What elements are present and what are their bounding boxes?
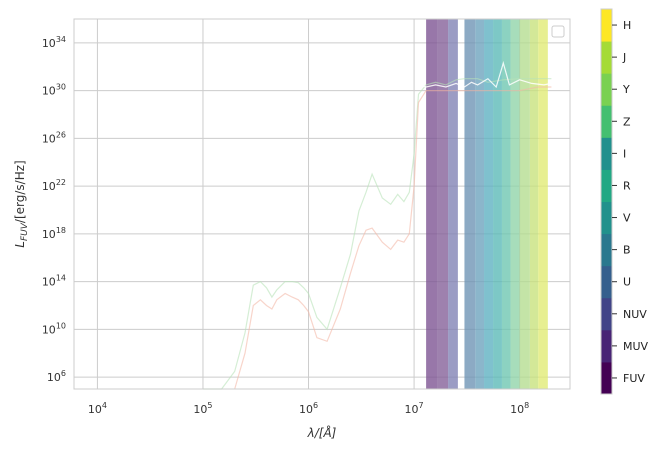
plot-frame [73, 18, 571, 390]
colorbar-label-h: H [623, 19, 631, 32]
colorbar-segment-z [601, 105, 612, 138]
y-tick-label: 1010 [42, 321, 66, 336]
band-y [519, 19, 530, 389]
band-b [475, 19, 485, 389]
colorbar-label-u: U [623, 276, 631, 289]
colorbar-segment-y [601, 73, 612, 106]
colorbar-label-i: I [623, 147, 626, 160]
colorbar-label-v: V [623, 212, 631, 225]
colorbar-frame [600, 8, 613, 395]
y-axis-title: LFUV/[erg/s/Hz] [13, 160, 30, 247]
band-muv [437, 19, 449, 389]
band-z [510, 19, 520, 389]
legend[interactable] [551, 25, 565, 38]
y-tick-label: 1030 [42, 83, 66, 98]
colorbar-label-y: Y [622, 83, 630, 96]
colorbar-label-b: B [623, 244, 631, 257]
y-axis-label: LFUV/[erg/s/Hz] [13, 160, 30, 247]
x-tick-label: 104 [88, 401, 107, 416]
x-tick-label: 107 [405, 401, 424, 416]
colorbar-segment-j [601, 41, 612, 74]
colorbar: FUV MUV NUV U B V R I Z Y J H [600, 8, 649, 395]
colorbar-segment-r [601, 169, 612, 202]
band-i [501, 19, 511, 389]
band-u [464, 19, 476, 389]
band-fuv [426, 19, 438, 389]
colorbar-label-fuv: FUV [623, 372, 645, 385]
colorbar-label-nuv: NUV [623, 308, 647, 321]
band-r [493, 19, 502, 389]
band-h [538, 19, 548, 389]
band-j [529, 19, 539, 389]
colorbar-segment-b [601, 233, 612, 267]
series-line-1 [203, 78, 552, 390]
colorbar-segment-fuv [601, 361, 612, 395]
y-tick-label: 1018 [42, 226, 66, 241]
colorbar-label-z: Z [623, 115, 631, 128]
colorbar-label-j: J [622, 51, 626, 64]
x-tick-label: 108 [510, 401, 529, 416]
wavelength-bands [426, 19, 548, 389]
colorbar-segment-i [601, 137, 612, 170]
y-axis-ticks: 106 1010 1014 1018 1022 1026 1030 1034 [42, 35, 66, 384]
x-axis-ticks: 104 105 106 107 108 [88, 401, 529, 416]
band-v [484, 19, 494, 389]
x-axis-title: λ/[Å] [307, 425, 337, 440]
series-lines [203, 60, 552, 390]
colorbar-segment-u [601, 265, 612, 299]
colorbar-segment-v [601, 201, 612, 235]
y-tick-label: 1034 [42, 35, 66, 50]
band-nuv [448, 19, 458, 389]
colorbar-segment-nuv [601, 297, 612, 331]
x-tick-label: 106 [299, 401, 318, 416]
x-tick-label: 105 [193, 401, 212, 416]
colorbar-segment-muv [601, 329, 612, 363]
series-line-2 [234, 86, 552, 390]
x-axis-label: λ/[Å] [307, 425, 337, 440]
colorbar-segment-h [601, 9, 612, 42]
y-tick-label: 106 [47, 369, 66, 384]
y-tick-label: 1014 [42, 274, 66, 289]
y-tick-label: 1022 [42, 178, 66, 193]
colorbar-label-r: R [623, 179, 631, 192]
colorbar-label-muv: MUV [623, 340, 649, 353]
series-line-3 [418, 60, 552, 89]
y-tick-label: 1026 [42, 130, 66, 145]
